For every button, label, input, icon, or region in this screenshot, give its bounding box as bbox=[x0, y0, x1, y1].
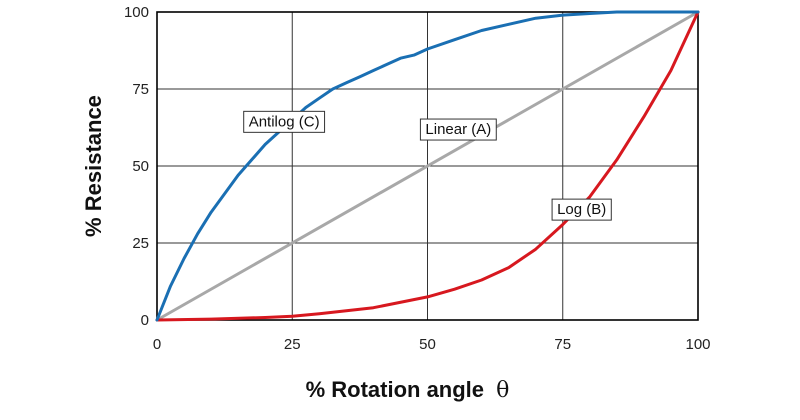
x-tick-label: 75 bbox=[554, 336, 571, 353]
y-tick-labels: 0 25 50 75 100 bbox=[124, 4, 149, 329]
x-axis-title: % Rotation angle θ bbox=[306, 377, 510, 403]
series-label-text: Antilog (C) bbox=[249, 113, 320, 130]
series-label-text: Linear (A) bbox=[425, 121, 491, 138]
x-tick-label: 100 bbox=[685, 336, 710, 353]
x-tick-label: 25 bbox=[284, 336, 301, 353]
annotation-layer: Antilog (C) Linear (A) Log (B) bbox=[243, 110, 612, 221]
series-label: Linear (A) bbox=[419, 118, 497, 141]
x-axis-title-text: % Rotation angle bbox=[306, 377, 484, 402]
theta-symbol: θ bbox=[496, 378, 509, 403]
series-label-text: Log (B) bbox=[557, 201, 606, 218]
series-line-log-b bbox=[155, 10, 700, 322]
y-tick-label: 50 bbox=[132, 158, 149, 175]
plot-frame bbox=[156, 11, 699, 321]
y-tick-label: 0 bbox=[141, 312, 149, 329]
y-axis-title: % Resistance bbox=[81, 95, 106, 237]
x-tick-labels: 0 25 50 75 100 bbox=[153, 336, 711, 353]
series-label-box bbox=[419, 118, 497, 141]
series-label: Log (B) bbox=[551, 198, 612, 221]
series-layer bbox=[155, 10, 700, 322]
x-tick-label: 50 bbox=[419, 336, 436, 353]
series-line-linear-a bbox=[155, 10, 700, 322]
y-tick-label: 100 bbox=[124, 4, 149, 21]
series-line-antilog-c bbox=[155, 10, 700, 322]
x-tick-label: 0 bbox=[153, 336, 161, 353]
series-label-box bbox=[551, 198, 612, 221]
y-tick-label: 75 bbox=[132, 81, 149, 98]
series-label-box bbox=[243, 110, 326, 133]
y-tick-label: 25 bbox=[132, 235, 149, 252]
series-label: Antilog (C) bbox=[243, 110, 326, 133]
